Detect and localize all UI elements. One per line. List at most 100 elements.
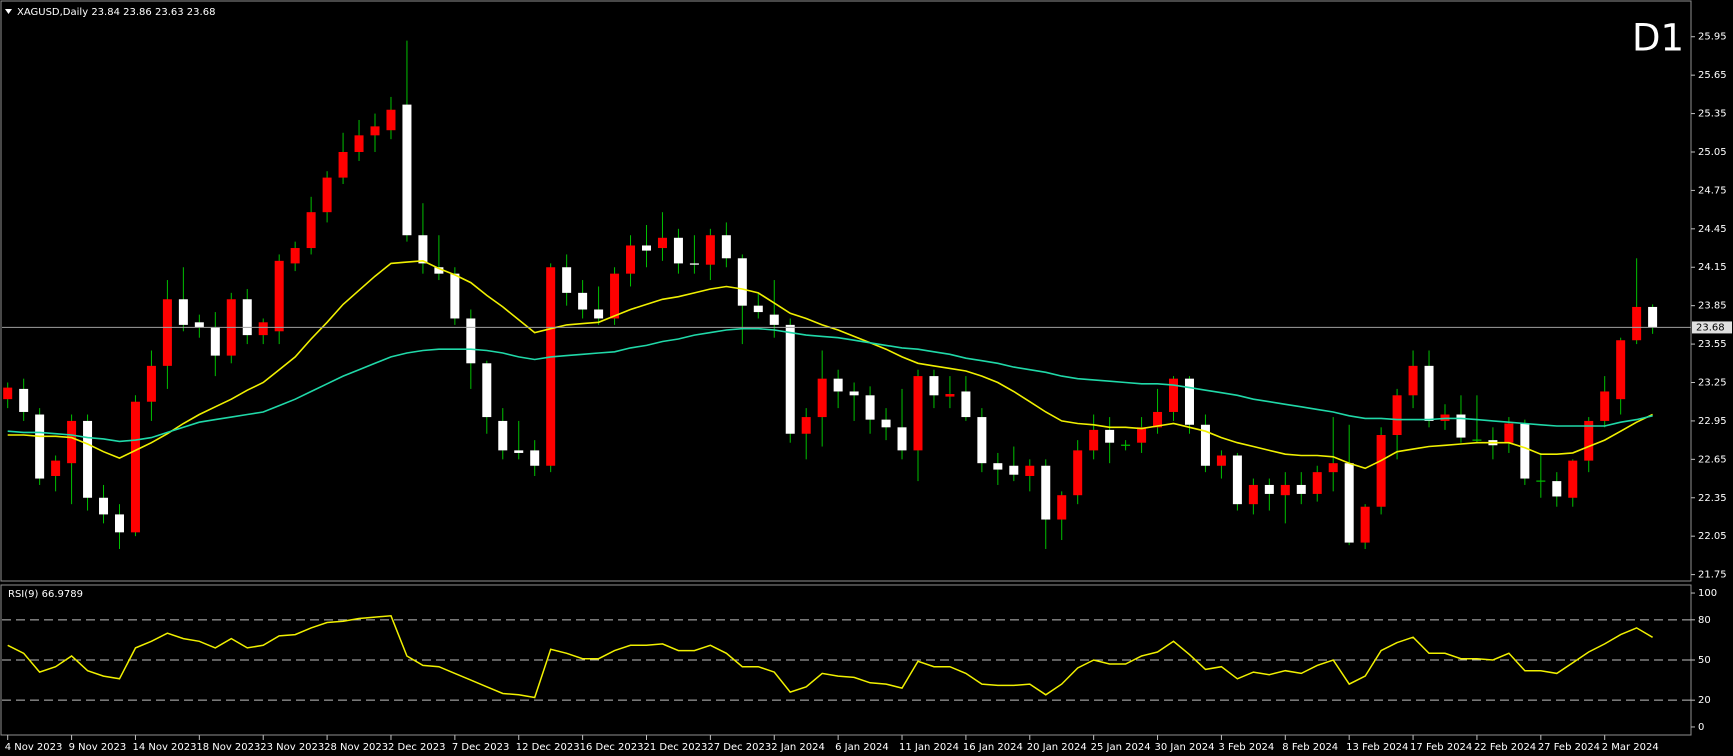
candle-body-down: [721, 235, 731, 259]
candle-body-down: [210, 327, 220, 356]
candle-body-down: [977, 417, 987, 464]
x-tick-label: 4 Nov 2023: [5, 742, 63, 753]
y-tick-label: 25.65: [1698, 70, 1727, 81]
candle-body-down: [833, 378, 843, 392]
candle-body-down: [434, 267, 444, 274]
candle-body-down: [194, 322, 204, 328]
x-tick-label: 27 Dec 2023: [707, 742, 771, 753]
candle-body-down: [881, 419, 891, 428]
candle-body-up: [3, 387, 13, 400]
x-tick-label: 18 Nov 2023: [196, 742, 260, 753]
candle-body-down: [1200, 424, 1210, 466]
x-tick-label: 11 Jan 2024: [899, 742, 959, 753]
x-tick-label: 8 Feb 2024: [1282, 742, 1338, 753]
candle-body-up: [1328, 463, 1338, 473]
x-tick-label: 9 Nov 2023: [69, 742, 127, 753]
candle-body-down: [1105, 429, 1115, 443]
moving-average: [7, 327, 1653, 443]
y-tick-label: 25.05: [1698, 147, 1727, 158]
candle-body-up: [945, 394, 955, 397]
candle-body-up: [1153, 411, 1163, 428]
candle-body-down: [1041, 465, 1051, 520]
candle-body-up: [1057, 495, 1067, 520]
candle-body-up: [817, 378, 827, 418]
candle-body-up: [705, 235, 715, 265]
high-value: 23.86: [123, 7, 152, 18]
x-tick-label: 7 Dec 2023: [452, 742, 510, 753]
candle-body-up: [338, 151, 348, 178]
y-tick-label: 23.85: [1698, 301, 1727, 312]
candle-body-up: [626, 245, 636, 274]
candle-body-down: [689, 263, 699, 265]
candle-body-down: [19, 388, 29, 412]
y-tick-label: 24.15: [1698, 262, 1727, 273]
candle-body-up: [386, 109, 396, 131]
candle-body-down: [178, 299, 188, 325]
candle-body-up: [306, 212, 316, 249]
candle-body-up: [51, 460, 61, 476]
candle-body-down: [83, 420, 93, 498]
y-tick-label: 80: [1698, 615, 1711, 626]
close-value: 23.68: [187, 7, 216, 18]
candle-body-down: [961, 391, 971, 418]
candle-body-up: [610, 273, 620, 319]
rsi-value: 66.9789: [42, 589, 83, 600]
candle-body-up: [1392, 395, 1402, 436]
x-tick-label: 20 Jan 2024: [1027, 742, 1087, 753]
candle-body-down: [482, 363, 492, 418]
menu-triangle[interactable]: [5, 9, 12, 14]
candle-body-down: [1424, 365, 1434, 421]
rsi-title: RSI(9): [8, 589, 39, 600]
candle-body-up: [1504, 423, 1514, 443]
y-tick-label: 20: [1698, 695, 1711, 706]
rsi-header: RSI(9) 66.9789: [8, 589, 83, 600]
candle-body-up: [546, 267, 556, 466]
x-tick-label: 2 Jan 2024: [771, 742, 825, 753]
candle-body-up: [1073, 450, 1083, 496]
candle-body-down: [1232, 455, 1242, 505]
candle-body-up: [370, 126, 380, 136]
candle-body-down: [1456, 414, 1466, 438]
candle-body-up: [1089, 429, 1099, 451]
x-tick-label: 2 Dec 2023: [388, 742, 446, 753]
candle-body-up: [130, 401, 140, 533]
candle-body-down: [1552, 481, 1562, 497]
candle-body-down: [865, 395, 875, 420]
x-tick-label: 3 Feb 2024: [1218, 742, 1274, 753]
y-tick-label: 22.95: [1698, 416, 1727, 427]
candle-body-down: [737, 258, 747, 306]
y-tick-label: 22.05: [1698, 531, 1727, 542]
candle-body-up: [67, 420, 77, 464]
candle-body-up: [1312, 472, 1322, 494]
candle-body-up: [290, 248, 300, 264]
timeframe-label: D1: [1632, 17, 1684, 60]
x-tick-label: 23 Nov 2023: [260, 742, 324, 753]
candle-body-up: [274, 260, 284, 332]
candle-body-down: [114, 514, 124, 533]
candle-body-up: [1169, 378, 1179, 412]
candle-body-up: [1584, 420, 1594, 461]
rsi-line: [7, 615, 1653, 699]
low-value: 23.63: [155, 7, 184, 18]
x-tick-label: 27 Feb 2024: [1538, 742, 1600, 753]
x-tick-label: 14 Nov 2023: [132, 742, 196, 753]
candle-body-down: [642, 245, 651, 251]
y-tick-label: 25.95: [1698, 32, 1727, 43]
candle-body-down: [753, 305, 763, 313]
candle-body-down: [993, 463, 1003, 470]
candle-body-up: [1248, 484, 1258, 505]
x-tick-label: 6 Jan 2024: [835, 742, 889, 753]
y-tick-label: 25.35: [1698, 109, 1727, 120]
x-tick-label: 13 Feb 2024: [1346, 742, 1408, 753]
price-label-box: [1692, 321, 1732, 334]
candle-body-up: [146, 365, 156, 402]
candle-body-down: [594, 309, 604, 319]
x-tick-label: 2 Mar 2024: [1602, 742, 1659, 753]
x-tick-label: 12 Dec 2023: [516, 742, 580, 753]
candle-body-up: [1616, 340, 1626, 400]
candle-body-down: [1296, 484, 1306, 494]
chart-header: XAGUSD,Daily 23.84 23.86 23.63 23.68: [17, 7, 215, 18]
candle-body-down: [402, 104, 412, 236]
candle-body-down: [1184, 378, 1194, 425]
x-tick-label: 17 Feb 2024: [1410, 742, 1472, 753]
